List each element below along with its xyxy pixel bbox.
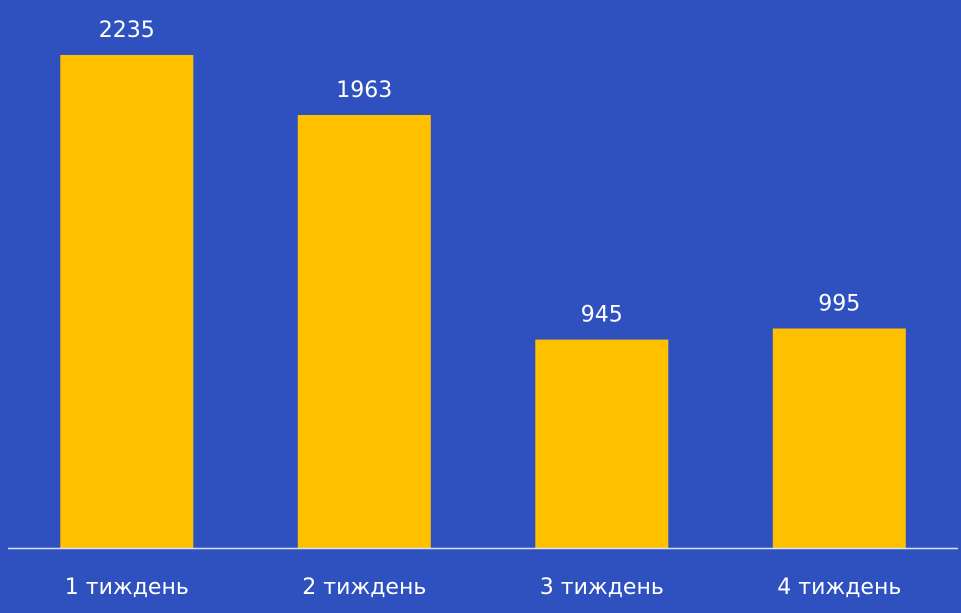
- value-labels-group: 2235 1963 945 995: [99, 18, 860, 328]
- value-label-2: 1963: [336, 78, 392, 103]
- bar-3: [535, 339, 669, 548]
- value-label-1: 2235: [99, 18, 155, 43]
- bar-4: [772, 328, 906, 548]
- category-label-2: 2 тиждень: [302, 575, 426, 600]
- category-labels-group: 1 тиждень 2 тиждень 3 тиждень 4 тиждень: [65, 575, 902, 600]
- category-label-4: 4 тиждень: [777, 575, 901, 600]
- category-label-3: 3 тиждень: [540, 575, 664, 600]
- bars-group: [60, 55, 906, 548]
- value-label-4: 995: [818, 292, 860, 317]
- category-label-1: 1 тиждень: [65, 575, 189, 600]
- bar-1: [60, 55, 194, 548]
- bar-2: [297, 115, 431, 548]
- value-label-3: 945: [581, 303, 623, 328]
